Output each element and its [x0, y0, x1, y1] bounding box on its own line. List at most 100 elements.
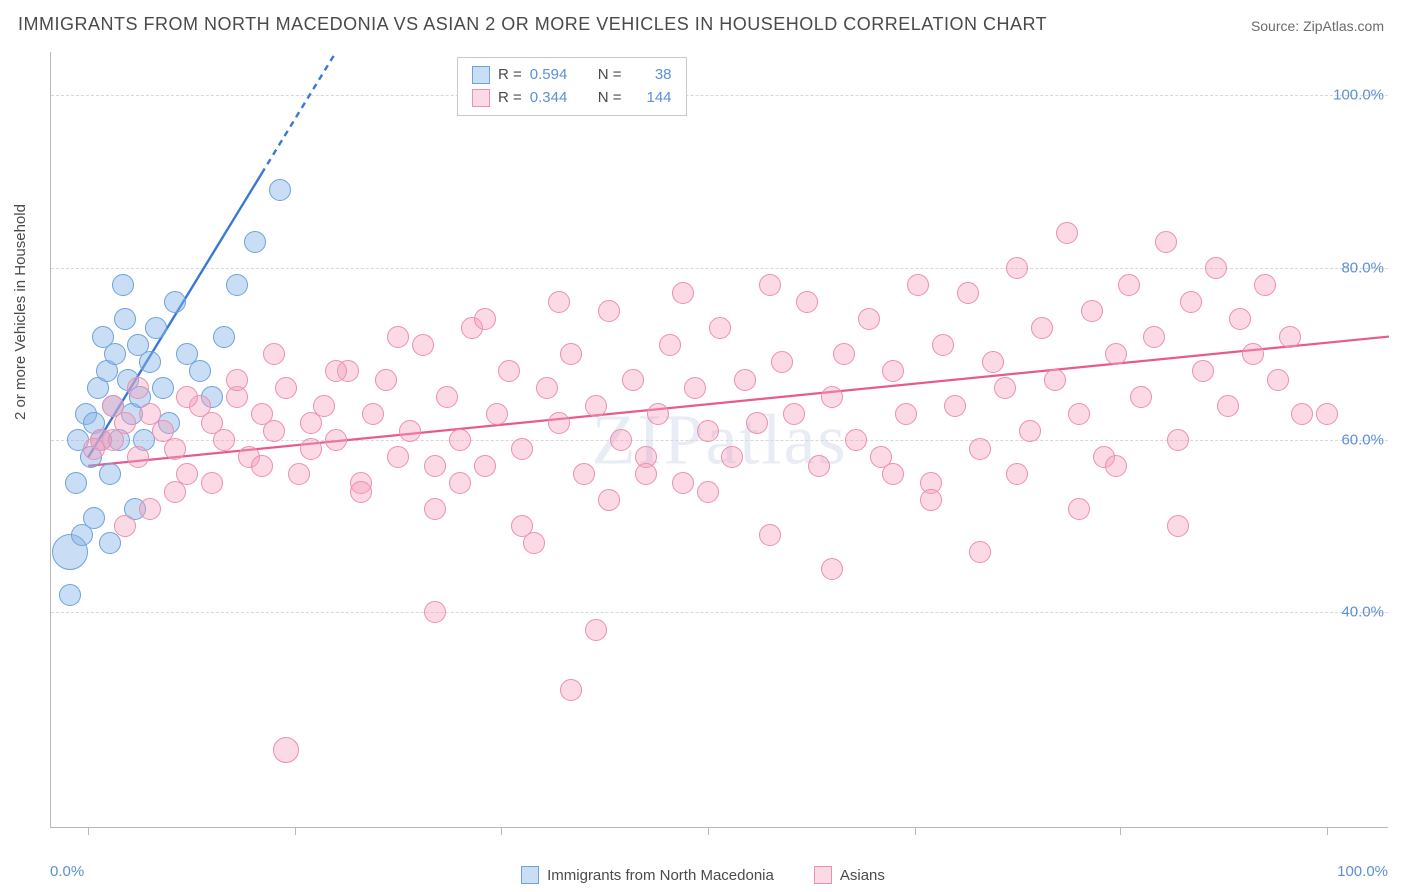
legend-item-series1: Immigrants from North Macedonia: [521, 866, 774, 884]
swatch-icon: [814, 866, 832, 884]
scatter-point: [845, 429, 867, 451]
scatter-point: [969, 438, 991, 460]
scatter-point: [213, 429, 235, 451]
scatter-point: [746, 412, 768, 434]
swatch-icon: [472, 89, 490, 107]
scatter-point: [759, 274, 781, 296]
scatter-point: [536, 377, 558, 399]
scatter-point: [585, 395, 607, 417]
scatter-point: [1167, 429, 1189, 451]
swatch-icon: [521, 866, 539, 884]
scatter-point: [387, 326, 409, 348]
scatter-point: [697, 481, 719, 503]
scatter-point: [796, 291, 818, 313]
scatter-point: [560, 343, 582, 365]
scatter-point: [1081, 300, 1103, 322]
scatter-point: [622, 369, 644, 391]
scatter-point: [350, 481, 372, 503]
scatter-point: [944, 395, 966, 417]
scatter-point: [273, 737, 299, 763]
chart-title: IMMIGRANTS FROM NORTH MACEDONIA VS ASIAN…: [18, 14, 1047, 35]
scatter-point: [325, 360, 347, 382]
n-value: 38: [630, 64, 672, 87]
scatter-point: [474, 308, 496, 330]
scatter-point: [201, 472, 223, 494]
scatter-point: [263, 343, 285, 365]
scatter-point: [104, 343, 126, 365]
stat-label: N =: [598, 87, 622, 110]
scatter-point: [771, 351, 793, 373]
scatter-point: [573, 463, 595, 485]
scatter-point: [213, 326, 235, 348]
r-value: 0.344: [530, 87, 572, 110]
scatter-point: [263, 420, 285, 442]
r-value: 0.594: [530, 64, 572, 87]
scatter-point: [1267, 369, 1289, 391]
scatter-point: [1180, 291, 1202, 313]
scatter-point: [114, 515, 136, 537]
scatter-point: [1006, 257, 1028, 279]
scatter-point: [672, 472, 694, 494]
scatter-point: [1105, 343, 1127, 365]
scatter-point: [244, 231, 266, 253]
scatter-point: [275, 377, 297, 399]
scatter-point: [99, 463, 121, 485]
scatter-point: [375, 369, 397, 391]
scatter-point: [99, 532, 121, 554]
y-tick-label: 80.0%: [1341, 259, 1384, 276]
scatter-point: [152, 377, 174, 399]
scatter-point: [994, 377, 1016, 399]
scatter-point: [808, 455, 830, 477]
scatter-point: [548, 291, 570, 313]
scatter-point: [858, 308, 880, 330]
scatter-point: [982, 351, 1004, 373]
scatter-point: [1205, 257, 1227, 279]
scatter-point: [127, 446, 149, 468]
y-tick-label: 100.0%: [1333, 87, 1384, 104]
scatter-point: [1192, 360, 1214, 382]
scatter-point: [585, 619, 607, 641]
scatter-point: [1155, 231, 1177, 253]
scatter-point: [920, 489, 942, 511]
scatter-point: [83, 438, 105, 460]
scatter-point: [1279, 326, 1301, 348]
scatter-point: [907, 274, 929, 296]
scatter-point: [65, 472, 87, 494]
scatter-point: [647, 403, 669, 425]
swatch-icon: [472, 66, 490, 84]
scatter-point: [251, 455, 273, 477]
scatter-point: [610, 429, 632, 451]
scatter-point: [412, 334, 434, 356]
scatter-point: [1229, 308, 1251, 330]
scatter-point: [721, 446, 743, 468]
scatter-point: [560, 679, 582, 701]
scatter-point: [697, 420, 719, 442]
scatter-point: [176, 386, 198, 408]
stats-row-series2: R = 0.344 N = 144: [472, 87, 672, 110]
legend-item-series2: Asians: [814, 866, 885, 884]
y-axis-label: 2 or more Vehicles in Household: [12, 204, 29, 420]
legend-label: Asians: [840, 867, 885, 884]
scatter-point: [882, 360, 904, 382]
scatter-point: [288, 463, 310, 485]
scatter-point: [127, 377, 149, 399]
stat-label: R =: [498, 64, 522, 87]
scatter-point: [325, 429, 347, 451]
scatter-point: [424, 498, 446, 520]
scatter-point: [424, 601, 446, 623]
scatter-point: [226, 274, 248, 296]
stats-row-series1: R = 0.594 N = 38: [472, 64, 672, 87]
scatter-point: [139, 498, 161, 520]
scatter-point: [424, 455, 446, 477]
scatter-point: [449, 472, 471, 494]
scatter-point: [759, 524, 781, 546]
scatter-point: [1130, 386, 1152, 408]
scatter-points: [51, 52, 1388, 827]
scatter-point: [83, 507, 105, 529]
scatter-point: [269, 179, 291, 201]
scatter-point: [1006, 463, 1028, 485]
scatter-point: [1044, 369, 1066, 391]
scatter-point: [399, 420, 421, 442]
legend-label: Immigrants from North Macedonia: [547, 867, 774, 884]
scatter-point: [164, 291, 186, 313]
